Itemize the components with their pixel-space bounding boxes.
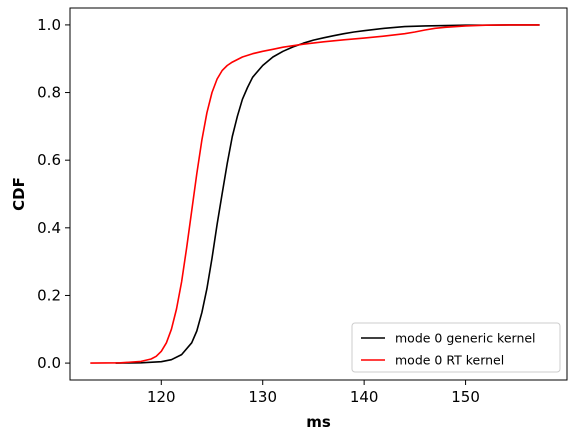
legend-label-generic-kernel: mode 0 generic kernel: [395, 331, 536, 346]
legend-label-rt-kernel: mode 0 RT kernel: [395, 353, 504, 368]
x-tick-label: 120: [147, 388, 176, 406]
y-tick-label: 0.6: [37, 151, 61, 169]
plot-lines: [90, 24, 540, 364]
y-tick-label: 0.8: [37, 84, 61, 102]
legend-box: [351, 322, 561, 373]
x-tick-label: 150: [451, 388, 480, 406]
y-tick-label: 0.2: [37, 286, 61, 304]
y-tick-label: 0.0: [37, 354, 61, 372]
x-axis-ticks: 120 130 140 150: [147, 380, 480, 406]
y-tick-label: 1.0: [37, 16, 61, 34]
x-axis-label: ms: [306, 413, 331, 431]
y-axis-label: CDF: [10, 177, 28, 211]
series-line-rt-kernel: [90, 24, 540, 364]
x-tick-label: 130: [248, 388, 277, 406]
plot-frame: [69, 7, 568, 381]
y-tick-label: 0.4: [37, 219, 61, 237]
series-line-generic-kernel: [115, 24, 540, 364]
x-tick-label: 140: [350, 388, 379, 406]
legend: mode 0 generic kernel mode 0 RT kernel: [351, 322, 561, 373]
y-axis-ticks: 0.0 0.2 0.4 0.6 0.8 1.0: [37, 16, 70, 372]
